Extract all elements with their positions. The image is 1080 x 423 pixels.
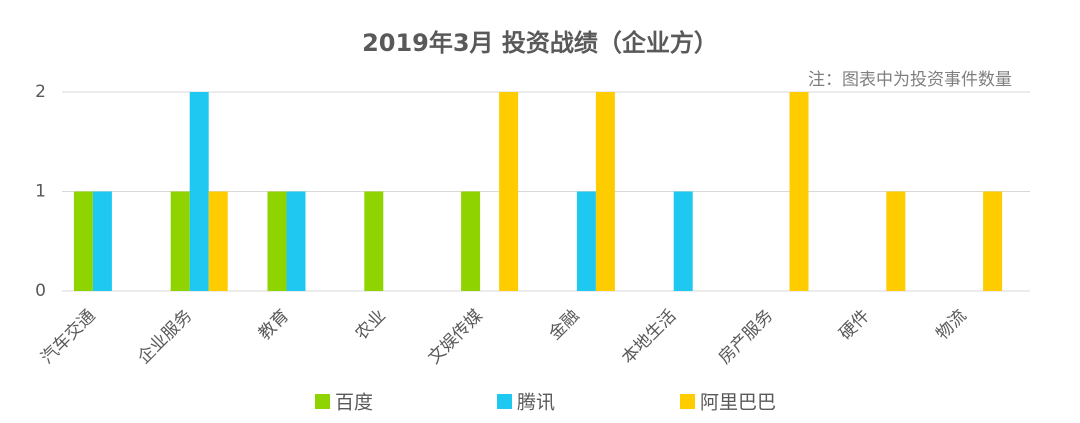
bar: [576, 191, 596, 291]
x-tick-label: 文娱传媒: [424, 306, 486, 368]
bar: [461, 191, 481, 291]
y-tick-label: 0: [35, 281, 46, 301]
bar: [170, 191, 190, 291]
legend-label: 腾讯: [517, 392, 555, 414]
y-tick-label: 1: [35, 182, 46, 202]
x-tick-label: 教育: [255, 306, 293, 344]
chart-title: 2019年3月 投资战绩（企业方）: [362, 29, 718, 57]
legend-swatch: [497, 394, 512, 409]
y-tick-label: 2: [35, 82, 46, 102]
bar: [286, 191, 306, 291]
bar: [886, 191, 906, 291]
bar: [673, 191, 693, 291]
bar: [73, 191, 93, 291]
x-tick-label: 汽车交通: [37, 306, 99, 368]
bar: [499, 92, 519, 291]
x-tick-label: 企业服务: [134, 306, 196, 368]
x-tick-label: 物流: [932, 306, 970, 344]
legend-label: 百度: [335, 392, 373, 414]
bar: [789, 92, 809, 291]
x-tick-label: 硬件: [836, 306, 874, 344]
x-tick-label: 金融: [545, 306, 583, 344]
bar: [189, 92, 209, 291]
bar: [92, 191, 112, 291]
annotation: 注：图表中为投资事件数量: [808, 70, 1012, 90]
legend-swatch: [680, 394, 695, 409]
bar: [364, 191, 384, 291]
bar: [208, 191, 228, 291]
bar: [595, 92, 615, 291]
x-tick-label: 本地生活: [618, 306, 680, 368]
legend-label: 阿里巴巴: [700, 392, 776, 414]
legend-swatch: [315, 394, 330, 409]
x-tick-label: 房产服务: [715, 306, 777, 368]
bar: [983, 191, 1003, 291]
bar: [267, 191, 287, 291]
x-tick-label: 农业: [352, 306, 390, 344]
